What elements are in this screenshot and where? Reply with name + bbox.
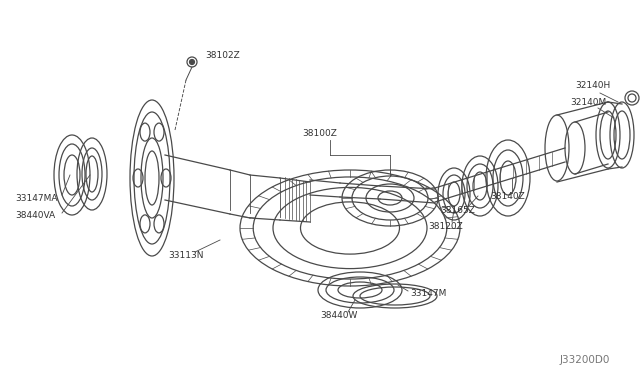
Text: 38165Z: 38165Z [440,205,475,215]
Text: 38140Z: 38140Z [490,192,525,201]
Text: 38102Z: 38102Z [205,51,240,60]
Text: 38120Z: 38120Z [428,221,463,231]
Text: 32140H: 32140H [575,80,611,90]
Text: 38100Z: 38100Z [302,128,337,138]
Text: 38440W: 38440W [320,311,357,320]
Text: 33147M: 33147M [410,289,446,298]
Text: 38440VA: 38440VA [15,211,55,219]
Circle shape [189,60,195,64]
Text: J33200D0: J33200D0 [560,355,611,365]
Text: 32140M: 32140M [570,97,606,106]
Text: 33147MA: 33147MA [15,193,58,202]
Text: 33113N: 33113N [168,250,204,260]
